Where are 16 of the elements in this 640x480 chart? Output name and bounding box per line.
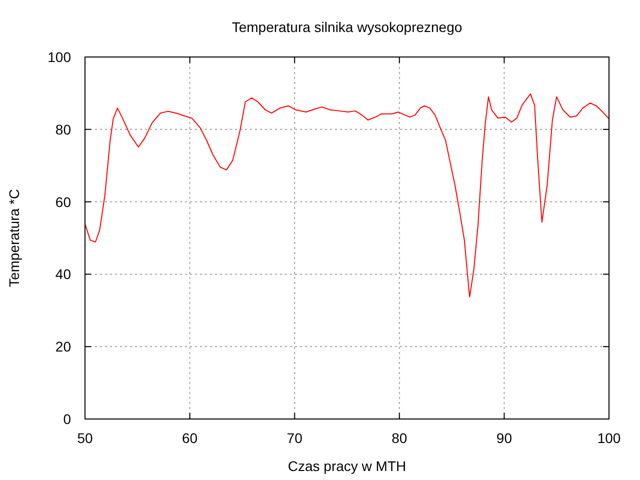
x-tick-label: 70 (286, 430, 303, 446)
y-tick-label: 0 (63, 411, 72, 427)
y-tick-label: 20 (55, 338, 72, 355)
y-tick-label: 40 (55, 266, 72, 282)
line-series (84, 93, 610, 298)
x-axis-title: Czas pracy w MTH (288, 458, 406, 474)
chart-title: Temperatura silnika wysokopreznego (232, 19, 462, 35)
y-tick-label: 100 (48, 49, 72, 65)
y-tick-label: 80 (55, 121, 72, 138)
x-tick-label: 80 (392, 430, 408, 446)
y-axis-title: Temperatura *C (6, 188, 22, 288)
x-tick-label: 100 (597, 430, 621, 446)
x-tick-label: 60 (182, 430, 198, 446)
x-tick-label: 90 (496, 430, 512, 446)
x-tick-label: 50 (77, 430, 93, 446)
y-tick-label: 60 (55, 194, 72, 210)
